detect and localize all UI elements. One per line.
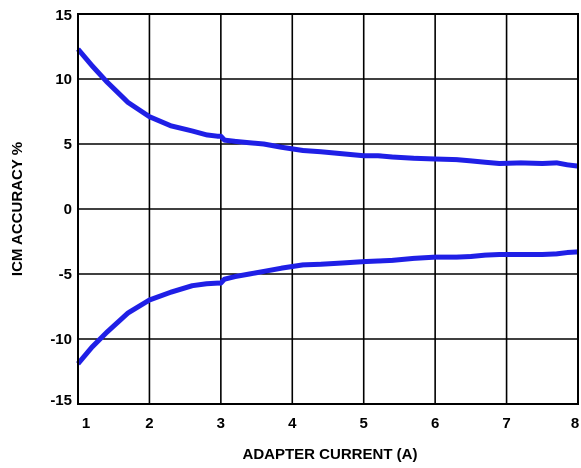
grid-layer (78, 14, 578, 404)
y-tick-label: 10 (55, 71, 72, 88)
y-tick-label: -10 (50, 331, 72, 348)
y-tick-label: 0 (64, 201, 72, 218)
y-tick-label: -15 (50, 392, 72, 409)
x-tick-label: 4 (288, 415, 297, 432)
y-axis-label: ICM ACCURACY % (9, 142, 26, 276)
tick-label-layer: 1 2 3 4 5 6 7 8 15 10 5 0 -5 -10 -15 (50, 7, 579, 432)
x-tick-label: 6 (431, 415, 439, 432)
x-tick-label: 3 (217, 415, 225, 432)
x-axis-label: ADAPTER CURRENT (A) (243, 446, 418, 463)
x-tick-label: 5 (360, 415, 368, 432)
x-tick-label: 2 (145, 415, 153, 432)
plot-frame (77, 13, 579, 405)
series-line-upper (76, 47, 579, 169)
x-tick-label: 8 (571, 415, 579, 432)
series-line-lower (76, 249, 579, 366)
y-tick-label: 15 (55, 7, 72, 24)
series-layer (76, 47, 579, 366)
x-tick-label: 7 (502, 415, 510, 432)
y-tick-label: -5 (59, 266, 72, 283)
x-tick-label: 1 (82, 415, 90, 432)
y-tick-label: 5 (64, 136, 72, 153)
